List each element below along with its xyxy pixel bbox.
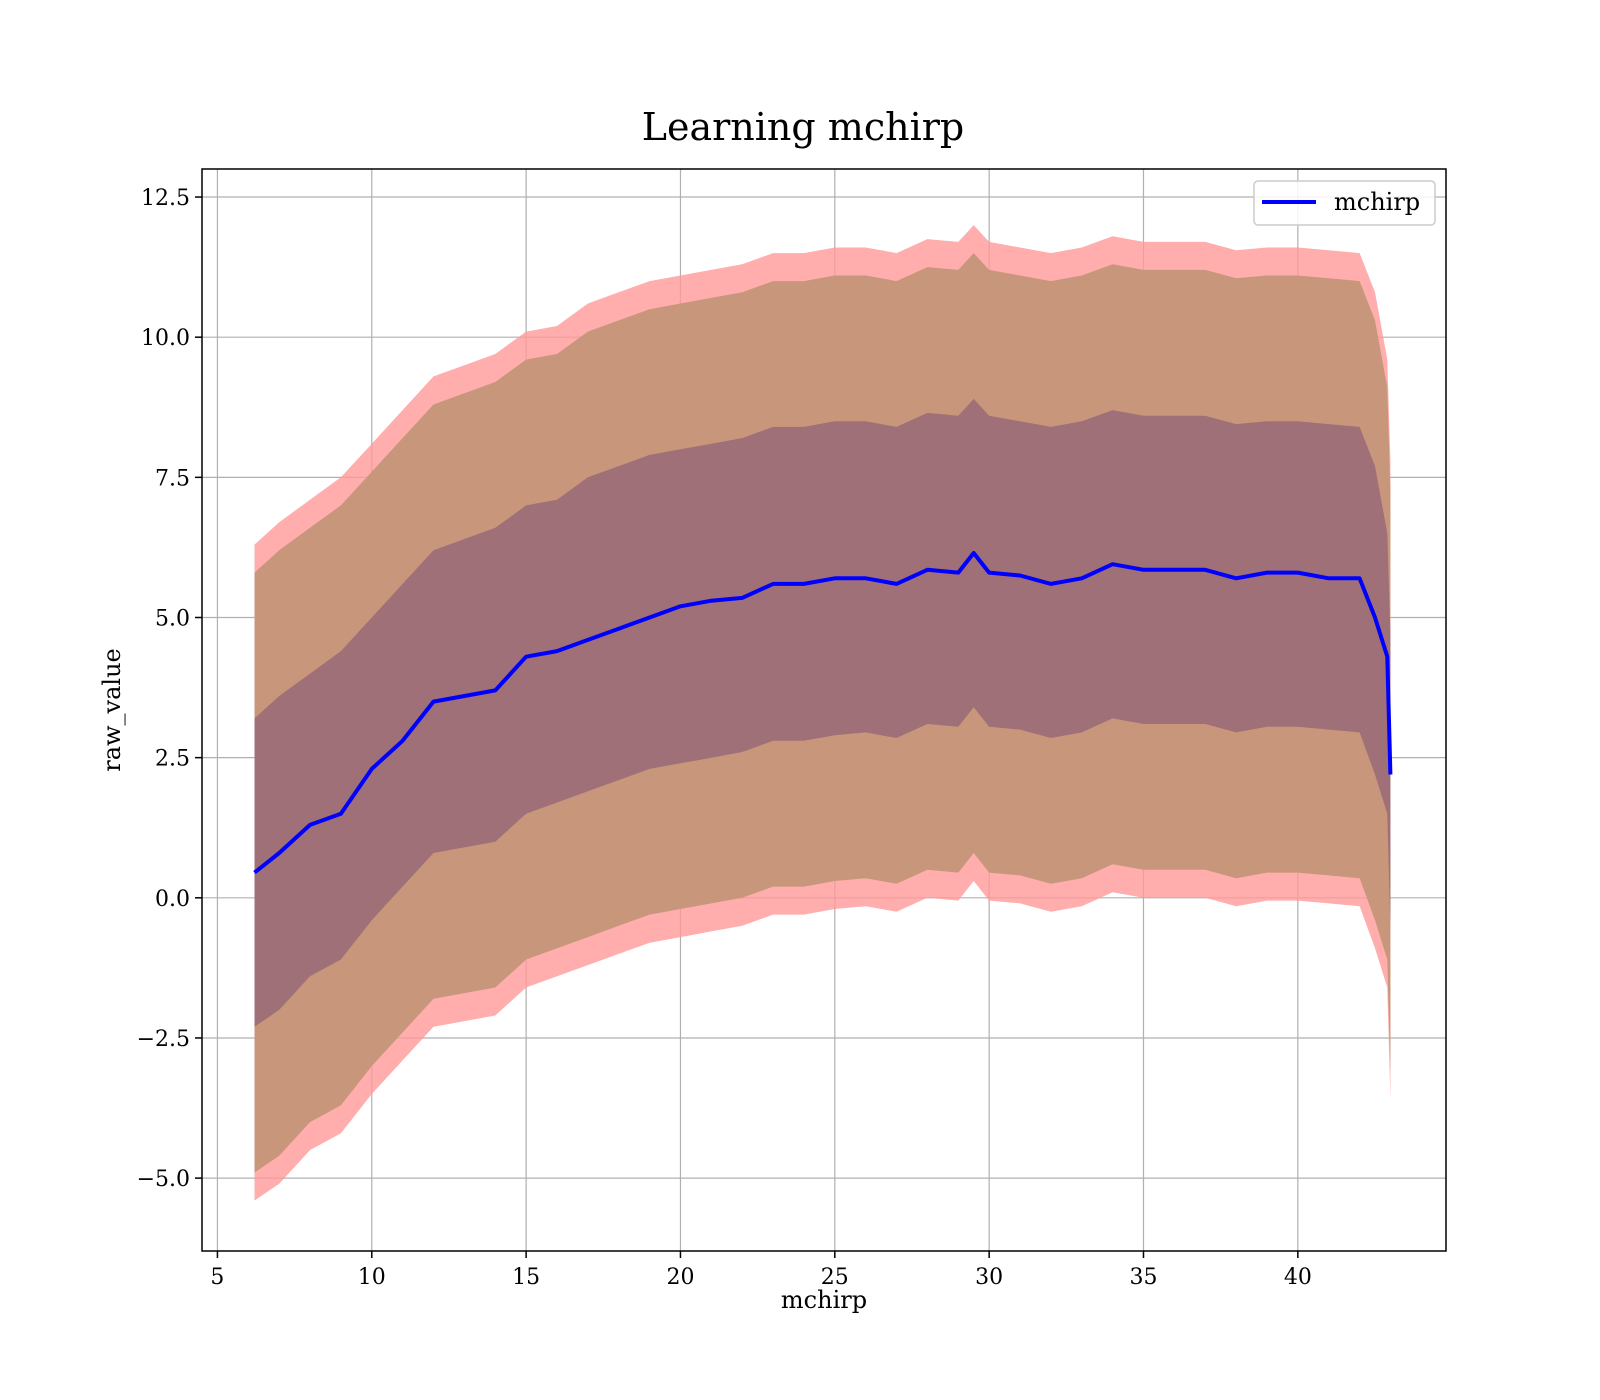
- x-tick-label: 35: [1129, 1265, 1157, 1290]
- band-inner: [254, 398, 1391, 1027]
- y-axis: −5.0 −2.5 0.0 2.5 5.0 7.5 10.0 12.5: [137, 186, 202, 1192]
- x-tick-label: 15: [512, 1265, 540, 1290]
- x-axis: 5 10 15 20 25 30 35 40: [210, 1251, 1312, 1290]
- y-tick-label: 7.5: [155, 466, 190, 491]
- y-tick-label: 5.0: [155, 606, 190, 631]
- confidence-bands: [254, 225, 1391, 1201]
- x-axis-label: mchirp: [781, 1286, 867, 1314]
- series-lines: [253, 551, 1393, 875]
- legend-label-mchirp: mchirp: [1334, 188, 1420, 216]
- x-tick-label: 40: [1284, 1265, 1312, 1290]
- x-tick-label: 25: [821, 1265, 849, 1290]
- y-tick-label: −2.5: [137, 1027, 190, 1052]
- x-tick-label: 10: [358, 1265, 386, 1290]
- x-tick-label: 20: [666, 1265, 694, 1290]
- y-tick-label: 10.0: [141, 326, 190, 351]
- y-tick-label: 12.5: [141, 186, 190, 211]
- y-tick-label: −5.0: [137, 1167, 190, 1192]
- y-tick-label: 0.0: [155, 887, 190, 912]
- x-tick-label: 30: [975, 1265, 1003, 1290]
- x-tick-label: 5: [210, 1265, 224, 1290]
- plot-frame: [201, 168, 1447, 1252]
- legend-box: [1253, 180, 1436, 226]
- legend: mchirp: [1253, 180, 1436, 226]
- y-tick-label: 2.5: [155, 747, 190, 772]
- series-line-mchirp: [253, 551, 1393, 875]
- y-axis-label: raw_value: [98, 648, 126, 772]
- chart-title: Learning mchirp: [642, 105, 964, 149]
